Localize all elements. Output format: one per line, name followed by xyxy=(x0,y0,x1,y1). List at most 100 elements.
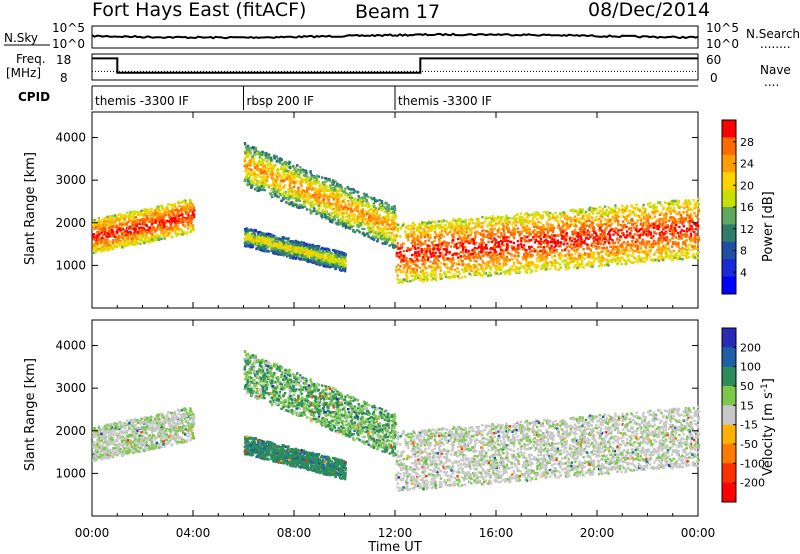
power-point xyxy=(176,208,179,212)
power-point xyxy=(380,200,384,203)
power-point xyxy=(149,207,153,210)
power-point xyxy=(339,200,343,204)
power-point xyxy=(376,221,379,225)
power-point xyxy=(103,248,107,252)
power-point xyxy=(322,188,325,191)
power-point xyxy=(352,188,355,191)
power-point xyxy=(300,178,303,181)
power-point xyxy=(392,246,395,249)
power-point xyxy=(372,209,376,213)
power-point xyxy=(323,252,327,255)
power-point xyxy=(112,244,115,248)
power-point xyxy=(660,248,664,251)
power-point xyxy=(92,227,95,230)
power-point xyxy=(144,223,148,226)
power-point xyxy=(384,241,387,244)
power-point xyxy=(257,159,261,163)
power-point xyxy=(689,235,693,238)
power-point xyxy=(305,208,309,211)
power-point xyxy=(356,221,360,225)
power-point xyxy=(275,179,278,182)
power-point xyxy=(245,169,248,172)
power-point xyxy=(134,229,137,233)
power-point xyxy=(254,229,257,232)
power-point xyxy=(276,170,280,173)
power-point xyxy=(582,223,585,226)
power-point xyxy=(450,223,453,226)
power-point xyxy=(362,203,365,207)
power-point xyxy=(423,230,426,234)
power-point xyxy=(334,193,338,197)
power-point xyxy=(402,249,405,253)
power-point xyxy=(543,225,546,228)
power-point xyxy=(133,239,137,242)
power-point xyxy=(345,212,348,215)
power-point xyxy=(383,210,386,213)
power-point xyxy=(104,223,108,227)
power-point xyxy=(244,143,247,146)
power-point xyxy=(103,216,107,220)
power-point xyxy=(268,163,271,166)
power-point xyxy=(276,240,279,243)
power-point xyxy=(580,262,584,265)
power-point xyxy=(341,220,344,223)
power-point xyxy=(262,186,265,189)
power-point xyxy=(371,208,374,211)
power-point xyxy=(696,243,700,246)
power-point xyxy=(261,163,265,166)
power-point xyxy=(402,267,405,270)
power-point xyxy=(480,249,483,252)
power-point xyxy=(123,229,126,232)
power-point xyxy=(297,250,300,253)
power-point xyxy=(474,235,477,238)
power-point xyxy=(367,203,371,206)
power-point xyxy=(319,253,322,256)
power-point xyxy=(421,224,424,227)
power-point xyxy=(394,245,398,249)
power-point xyxy=(610,253,613,257)
power-point xyxy=(363,196,366,199)
power-point xyxy=(293,174,297,178)
power-point xyxy=(657,237,661,240)
power-point xyxy=(294,257,297,260)
power-point xyxy=(305,191,309,195)
power-point xyxy=(298,180,301,183)
power-point xyxy=(493,227,496,230)
power-point xyxy=(259,243,262,246)
power-point xyxy=(266,236,269,240)
power-point xyxy=(629,260,632,264)
power-point xyxy=(244,177,247,181)
power-point xyxy=(371,226,375,229)
power-point xyxy=(184,201,187,205)
power-point xyxy=(101,236,104,240)
power-point xyxy=(298,248,302,251)
power-point xyxy=(357,195,360,198)
power-point xyxy=(173,229,176,232)
power-point xyxy=(573,230,576,233)
power-point xyxy=(321,253,324,257)
power-point xyxy=(431,241,434,245)
power-point xyxy=(192,227,195,230)
power-point xyxy=(266,157,270,160)
power-point xyxy=(337,196,340,199)
power-point xyxy=(278,161,282,165)
power-point xyxy=(134,222,137,225)
nsearch-legend: ........ xyxy=(760,37,791,51)
power-point xyxy=(105,232,108,235)
power-point xyxy=(305,242,308,246)
power-point xyxy=(273,241,276,244)
power-point xyxy=(499,266,502,269)
power-point xyxy=(249,149,252,153)
power-point xyxy=(108,246,111,249)
power-point xyxy=(131,233,134,236)
power-point xyxy=(129,215,132,219)
power-point xyxy=(442,248,445,251)
power-point xyxy=(455,252,458,255)
power-point xyxy=(626,243,629,246)
power-point xyxy=(296,240,300,244)
power-point xyxy=(617,241,620,244)
power-point xyxy=(264,156,268,159)
power-point xyxy=(306,175,309,178)
power-point xyxy=(573,215,577,218)
power-point xyxy=(345,215,348,219)
